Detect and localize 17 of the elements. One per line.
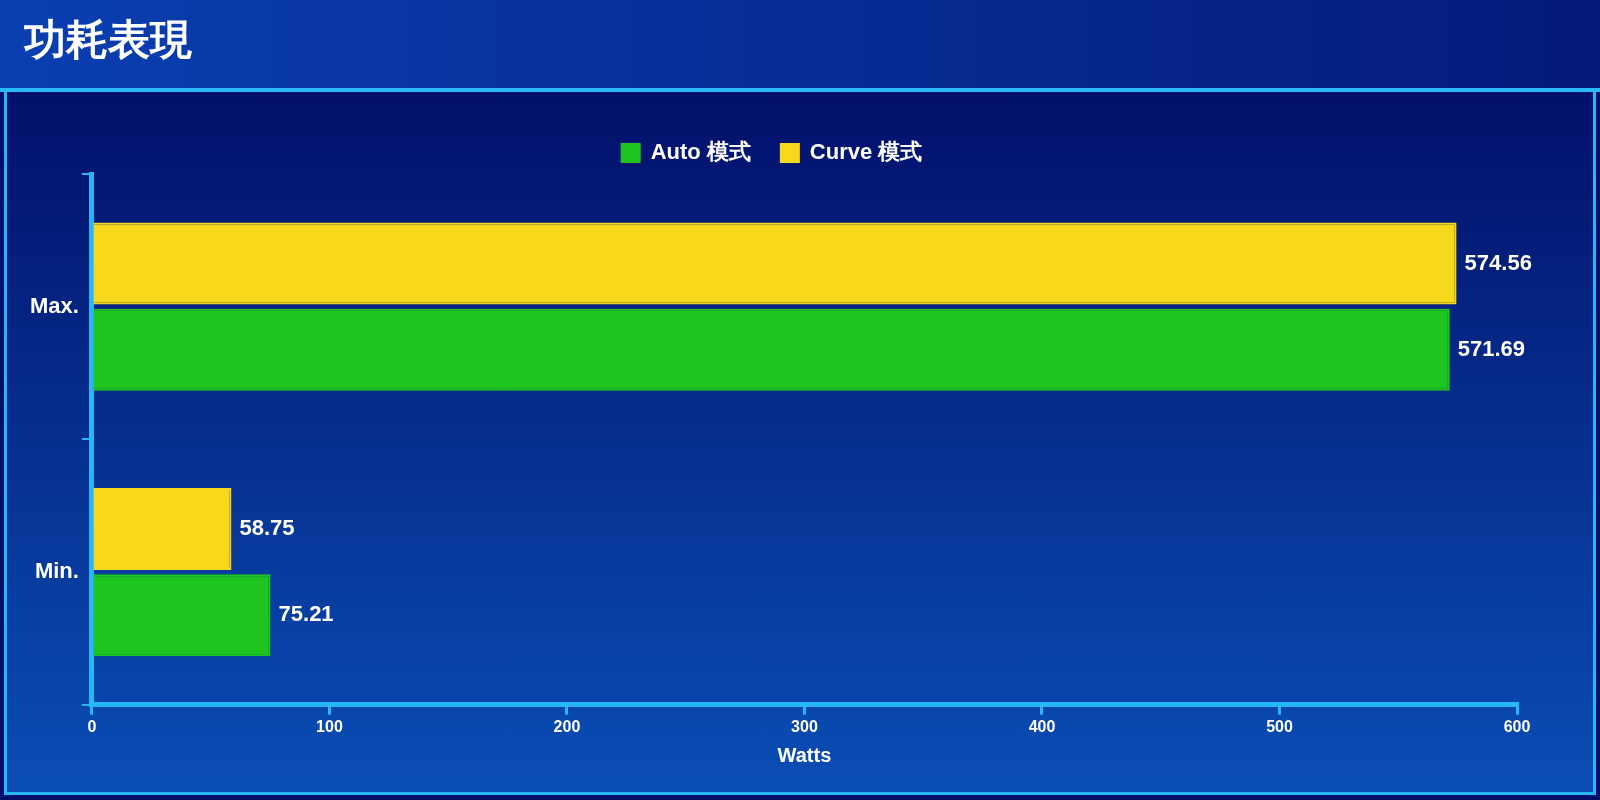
data-label: 75.21 (278, 601, 334, 627)
data-label: 574.56 (1464, 249, 1532, 275)
x-tick-label: 0 (87, 717, 97, 735)
x-tick-label: 500 (1266, 717, 1293, 735)
x-tick-label: 100 (316, 717, 343, 735)
legend-label: Curve 模式 (809, 139, 923, 165)
y-tick-label: Max. (29, 292, 79, 318)
x-tick-label: 300 (791, 717, 818, 735)
y-tick-label: Min. (34, 558, 79, 584)
x-tick-label: 600 (1503, 717, 1531, 735)
data-label: 58.75 (239, 515, 295, 541)
data-label: 571.69 (1457, 335, 1526, 361)
x-axis-title: Watts (777, 743, 832, 766)
x-tick-label: 200 (553, 717, 581, 735)
chart-title: 功耗表現 (24, 14, 193, 66)
legend-label: Auto 模式 (650, 139, 751, 165)
x-tick-label: 400 (1028, 717, 1056, 735)
